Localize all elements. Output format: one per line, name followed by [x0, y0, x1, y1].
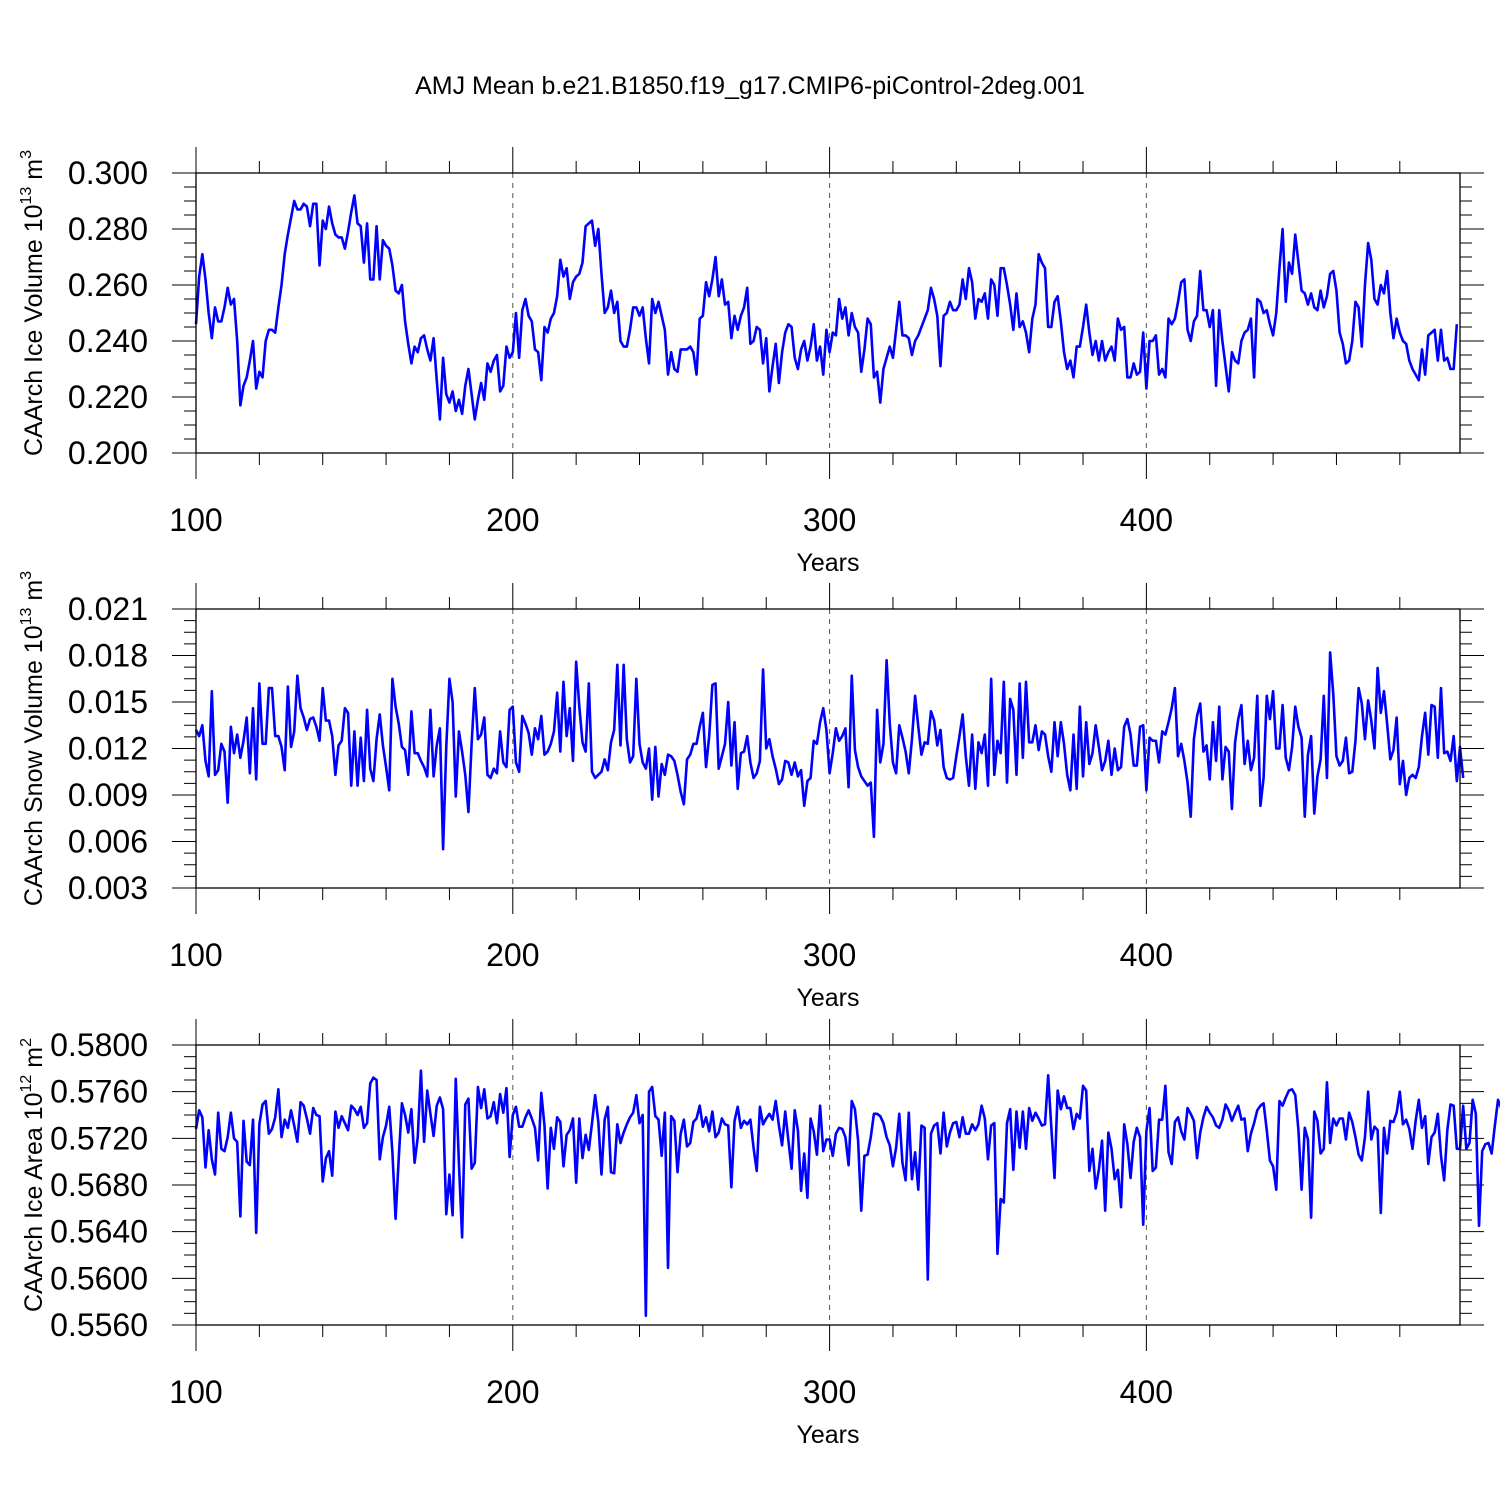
y-axis-label: CAArch Ice Area 1012 m2: [18, 1038, 48, 1312]
x-tick-label: 400: [1120, 502, 1173, 538]
y-tick-label: 0.018: [68, 638, 148, 674]
y-tick-label: 0.021: [68, 591, 148, 627]
x-axis-label: Years: [796, 984, 859, 1012]
chart-panel-3: 0.5560 0.5600 0.5640 0.5680 0.5720 0.5760 0.58…: [18, 1019, 1500, 1449]
y-tick-label: 0.009: [68, 777, 148, 813]
y-axis-label: CAArch Ice Volume 1013 m3: [18, 150, 48, 456]
x-tick-label: 200: [486, 937, 539, 973]
plot-frame: [195, 608, 1461, 889]
x-tick-label: 100: [169, 502, 222, 538]
chart-panel-1: 0.200 0.220 0.240 0.260 0.280 0.300 100 200 300 4…: [18, 147, 1484, 577]
y-tick-label: 0.240: [68, 323, 148, 359]
y-tick-label: 0.006: [68, 824, 148, 860]
figure-title: AMJ Mean b.e21.B1850.f19_g17.CMIP6-piCon…: [415, 72, 1085, 100]
x-tick-label: 400: [1120, 1374, 1173, 1410]
plot-frame: [195, 172, 1461, 454]
y-tick-label: 0.012: [68, 731, 148, 767]
x-tick-label: 300: [803, 502, 856, 538]
plot-frame: [195, 1044, 1461, 1326]
y-tick-label: 0.5720: [50, 1120, 148, 1156]
y-tick-label: 0.200: [68, 435, 148, 471]
x-tick-label: 300: [803, 937, 856, 973]
x-tick-label: 100: [169, 1374, 222, 1410]
series-line: [194, 1069, 1500, 1317]
x-tick-label: 100: [169, 937, 222, 973]
x-tick-label: 200: [486, 1374, 539, 1410]
y-tick-label: 0.5600: [50, 1260, 148, 1296]
y-tick-label: 0.5760: [50, 1074, 148, 1110]
x-axis-label: Years: [796, 1421, 859, 1449]
x-tick-label: 300: [803, 1374, 856, 1410]
y-tick-label: 0.5800: [50, 1027, 148, 1063]
chart-panel-2: 0.003 0.006 0.009 0.012 0.015 0.018 0.021 100 20…: [18, 571, 1484, 1012]
y-tick-label: 0.280: [68, 211, 148, 247]
y-axis-label: CAArch Snow Volume 1013 m3: [18, 571, 48, 906]
series-line: [194, 194, 1459, 421]
y-tick-label: 0.300: [68, 155, 148, 191]
y-tick-label: 0.015: [68, 684, 148, 720]
y-tick-label: 0.5680: [50, 1167, 148, 1203]
x-axis-label: Years: [796, 549, 859, 577]
x-tick-label: 400: [1120, 937, 1173, 973]
x-tick-label: 200: [486, 502, 539, 538]
series-line: [194, 651, 1465, 851]
y-tick-label: 0.220: [68, 379, 148, 415]
y-tick-label: 0.260: [68, 267, 148, 303]
y-tick-label: 0.003: [68, 870, 148, 906]
y-tick-label: 0.5560: [50, 1307, 148, 1343]
y-tick-label: 0.5640: [50, 1214, 148, 1250]
